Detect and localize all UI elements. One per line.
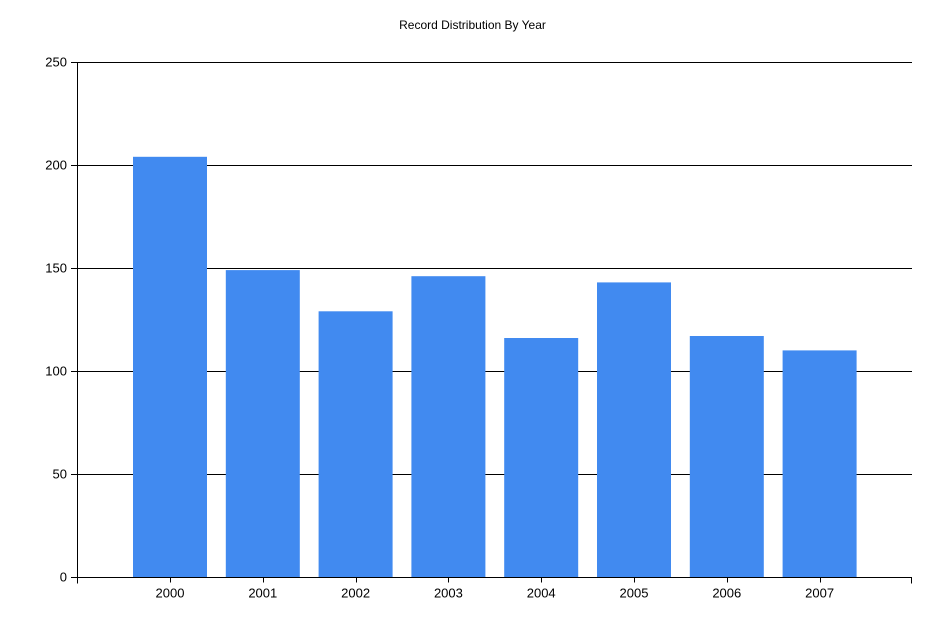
x-tick-label: 2007 [805, 586, 834, 601]
bar-2007 [782, 350, 857, 577]
bar-2001 [225, 270, 300, 577]
bar-2000 [133, 156, 207, 578]
y-tick-label: 50 [53, 467, 67, 482]
y-tick-label: 200 [45, 158, 67, 173]
y-tick-label: 0 [60, 570, 67, 585]
chart-title: Record Distribution By Year [399, 18, 546, 32]
y-tick-label: 150 [45, 261, 67, 276]
x-tick-label: 2006 [712, 586, 741, 601]
x-tick-label: 2001 [248, 586, 277, 601]
bar-2005 [597, 282, 671, 577]
x-tick-label: 2002 [341, 586, 370, 601]
y-tick-label: 250 [45, 55, 67, 70]
x-tick-label: 2000 [156, 586, 185, 601]
bar-2002 [318, 311, 393, 577]
x-tick-label: 2003 [434, 586, 463, 601]
bar-2003 [411, 276, 486, 577]
bar-2006 [689, 336, 764, 577]
x-tick-label: 2005 [620, 586, 649, 601]
y-tick-label: 100 [45, 364, 67, 379]
x-tick-label: 2004 [527, 586, 556, 601]
bar-2004 [504, 338, 579, 577]
